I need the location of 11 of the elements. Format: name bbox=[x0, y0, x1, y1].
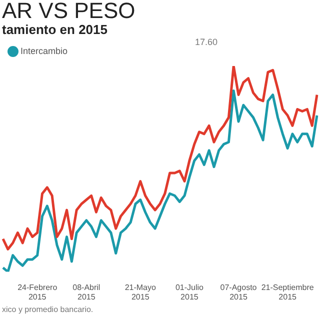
x-tick-label: 01-Julio 2015 bbox=[175, 282, 204, 302]
x-tick-label: 08-Abril 2015 bbox=[72, 282, 100, 302]
text: xico y promedio bancario. bbox=[1, 305, 94, 314]
legend-label: Intercambio bbox=[20, 46, 68, 56]
x-tick-label: 24-Febrero 2015 bbox=[18, 282, 58, 302]
x-tick-label: 21-Mayo 2015 bbox=[124, 282, 156, 302]
chart-title: AR VS PESO bbox=[1, 0, 136, 23]
x-tick-label: 07-Agosto 2015 bbox=[220, 282, 258, 302]
chart-subtitle: tamiento en 2015 bbox=[1, 22, 108, 37]
text: 17.60 bbox=[195, 37, 218, 47]
x-tick-label: 21-Septiembre 2015 bbox=[261, 282, 314, 302]
